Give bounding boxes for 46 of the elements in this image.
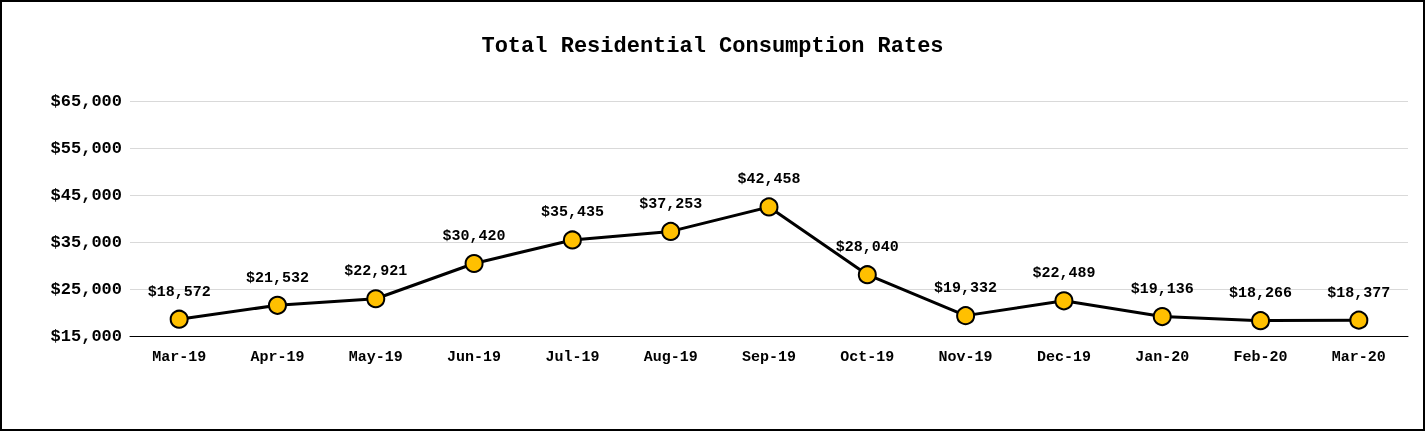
- data-label: $18,572: [147, 283, 211, 301]
- x-tick-label: Jul-19: [545, 349, 600, 366]
- data-label: $22,489: [1032, 265, 1096, 283]
- point: [366, 289, 386, 309]
- point: [956, 306, 976, 326]
- x-tick-label: Oct-19: [840, 349, 895, 366]
- data-label: $28,040: [835, 239, 899, 257]
- point: [562, 230, 582, 250]
- data-label: $42,458: [737, 171, 801, 189]
- x-tick-label: Nov-19: [938, 349, 993, 366]
- point: [1054, 291, 1074, 311]
- data-label: $19,136: [1130, 281, 1194, 299]
- y-tick-label: $25,000: [50, 279, 122, 299]
- y-tick-label: $65,000: [50, 91, 122, 111]
- x-tick-label: May-19: [348, 349, 403, 366]
- data-label: $19,332: [934, 280, 998, 298]
- point: [759, 197, 779, 217]
- data-label: $21,532: [245, 269, 309, 287]
- data-label: $37,253: [639, 195, 703, 213]
- data-label: $22,921: [344, 263, 408, 281]
- x-tick-label: Apr-19: [250, 349, 305, 366]
- point: [1251, 311, 1271, 331]
- point: [857, 265, 877, 285]
- data-label: $18,266: [1229, 285, 1293, 303]
- x-tick-label: Dec-19: [1036, 349, 1091, 366]
- x-tick-label: Jan-20: [1135, 349, 1190, 366]
- x-tick-label: Sep-19: [741, 349, 797, 366]
- point: [1349, 310, 1369, 330]
- data-label: $35,435: [540, 204, 604, 222]
- x-tick-label: Mar-19: [152, 349, 207, 366]
- data-label: $18,377: [1327, 284, 1391, 302]
- data-label: $30,420: [442, 228, 506, 246]
- x-tick-label: Feb-20: [1233, 349, 1288, 366]
- point: [267, 295, 287, 315]
- x-tick-label: Aug-19: [643, 349, 698, 366]
- point: [661, 221, 681, 241]
- x-tick-label: Mar-20: [1331, 349, 1386, 366]
- point: [464, 254, 484, 274]
- point: [169, 309, 189, 329]
- chart-title: Total Residential Consumption Rates: [481, 33, 944, 59]
- y-tick-label: $35,000: [50, 232, 122, 252]
- x-tick-label: Jun-19: [447, 349, 502, 366]
- y-tick-label: $45,000: [50, 185, 122, 205]
- y-tick-label: $15,000: [50, 326, 122, 346]
- y-tick-label: $55,000: [50, 138, 122, 158]
- point: [1152, 307, 1172, 327]
